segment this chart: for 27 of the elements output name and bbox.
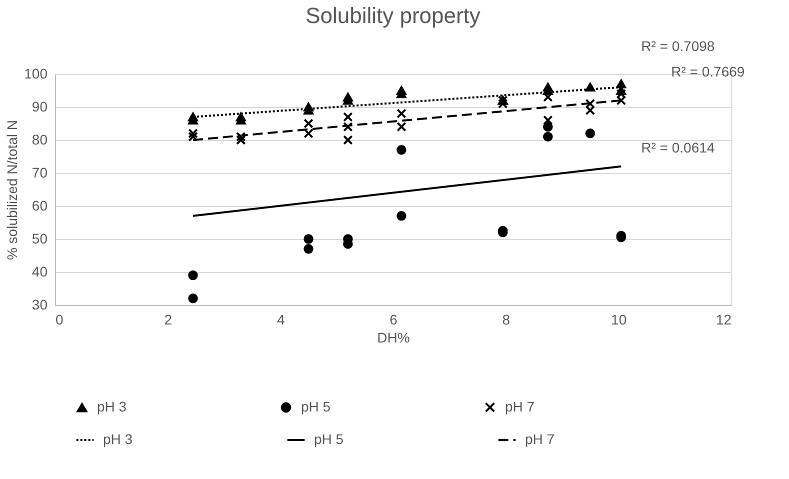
x-tick-label: 4 [276,312,285,328]
chart-title: Solubility property [306,3,480,28]
y-tick-label: 70 [32,164,48,180]
x-axis-title: DH% [377,330,410,346]
legend-label: pH 7 [505,398,535,414]
x-tick-label: 8 [502,312,510,328]
legend-label: pH 3 [103,431,133,447]
legend-label: pH 3 [97,398,127,415]
legend-label: pH 5 [301,398,331,414]
legend-label: pH 7 [525,431,555,447]
x-tick-label: 0 [56,312,64,328]
x-tick-label: 6 [390,312,398,328]
y-tick-label: 50 [32,230,48,246]
x-tick-label: 2 [164,312,172,328]
y-tick-label: 100 [24,66,48,82]
annotation: R² = 0.7669 [671,63,745,80]
y-tick-label: 40 [32,264,48,280]
x-tick-label: 12 [716,312,732,328]
x-tick-label: 10 [611,312,627,328]
text: R² = 0.7098 [641,38,715,54]
y-axis-title: % solubilized N/total N [4,120,20,260]
y-tick-label: 90 [32,98,48,114]
legend-label: pH 5 [314,431,344,447]
y-tick-label: 30 [32,296,48,312]
y-tick-label: 60 [32,198,48,214]
y-tick-label: 80 [32,132,48,148]
annotation: R² = 0.0614 [641,139,715,156]
